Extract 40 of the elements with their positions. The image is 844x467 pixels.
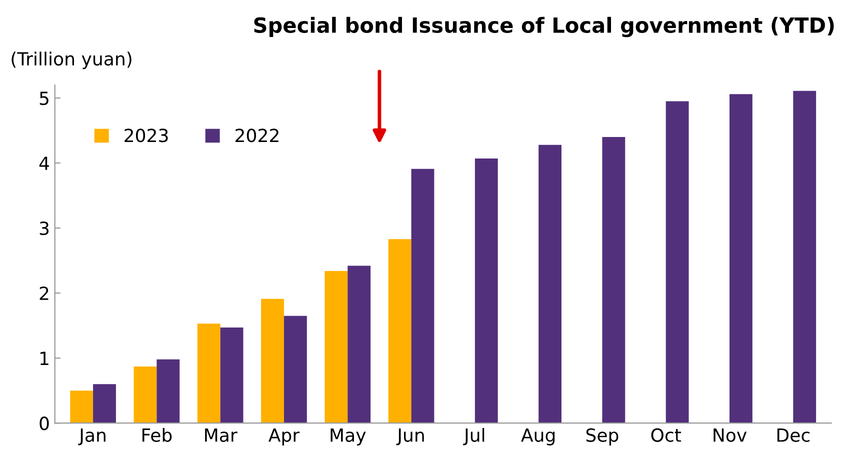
- bar: [348, 266, 371, 424]
- x-tick-label: Jan: [78, 428, 106, 446]
- legend-label: 2022: [236, 128, 278, 142]
- bar: [284, 316, 307, 424]
- chart-title: Special bond Issuance of Local government (YTD): [254, 16, 834, 38]
- bar: [156, 359, 180, 424]
- x-tick-label: Dec: [777, 428, 810, 442]
- y-axis-title: (Trillion yuan): [12, 52, 132, 70]
- bar: [411, 168, 434, 424]
- bar: [474, 158, 498, 424]
- x-tick-label: Oct: [651, 428, 682, 442]
- legend-label: 2023: [124, 128, 168, 142]
- y-tick-label: 0: [40, 416, 49, 430]
- bar: [220, 328, 244, 424]
- bar: [538, 144, 562, 424]
- bar: [261, 298, 284, 424]
- x-tick-label: Apr: [268, 428, 300, 446]
- bar: [602, 137, 626, 424]
- bar: [134, 366, 157, 424]
- bar: [388, 239, 412, 424]
- x-tick-label: Sep: [586, 428, 618, 446]
- y-tick-label: 3: [40, 222, 49, 236]
- y-tick-label: 2: [40, 286, 48, 300]
- bar: [666, 101, 689, 424]
- x-tick-label: Jul: [463, 428, 484, 446]
- x-tick-label: Feb: [142, 428, 172, 442]
- bar: [93, 384, 116, 424]
- x-tick-label: May: [330, 428, 366, 446]
- bar: [324, 270, 348, 424]
- bar: [197, 324, 220, 424]
- bar: [730, 94, 752, 424]
- y-tick-label: 5: [40, 92, 48, 106]
- x-tick-label: Aug: [521, 428, 555, 446]
- y-tick-label: 4: [39, 156, 49, 170]
- bar: [793, 90, 816, 424]
- x-tick-label: Jun: [396, 428, 424, 446]
- y-tick-label: 1: [40, 352, 48, 365]
- x-tick-label: Mar: [205, 428, 238, 442]
- x-tick-label: Nov: [714, 428, 747, 442]
- bar: [70, 390, 94, 424]
